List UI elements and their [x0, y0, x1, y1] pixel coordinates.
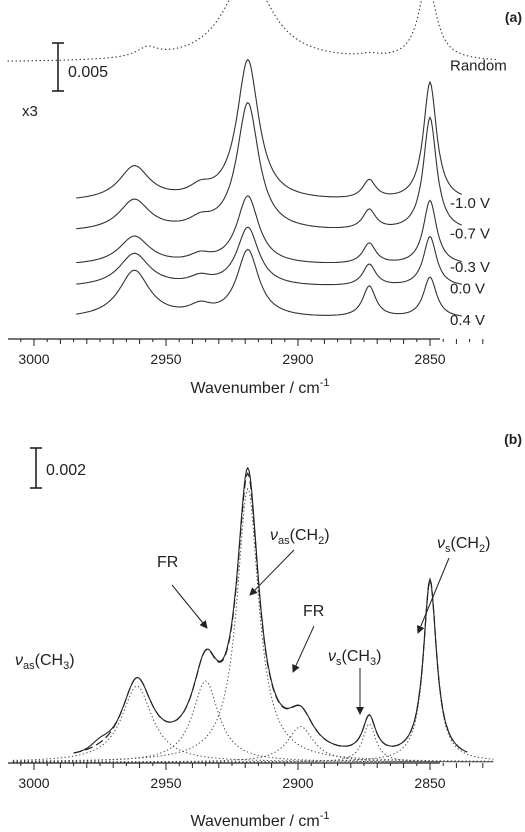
fitted-spectrum: [73, 472, 468, 754]
panel-a-label: (a): [505, 9, 522, 25]
series-random: [7, 0, 497, 62]
panel-b-label: (b): [504, 431, 522, 447]
x-tick-label: 2900: [282, 351, 313, 367]
series--1-0-v: [76, 58, 462, 199]
x-tick-label: 2850: [414, 775, 445, 791]
annotation-fr-left: FR: [157, 554, 208, 629]
annotation-vs-ch2: νs(CH2): [416, 535, 490, 634]
panel-b: (b) 3000 2950 2900 2850 0.002 νas(CH3) FR ν…: [8, 431, 522, 830]
svg-text:FR: FR: [157, 554, 178, 571]
panel-b-curves: [12, 466, 494, 763]
series--0-3-v: [76, 195, 462, 264]
component-peak: [12, 726, 494, 763]
panel-a-x-axis-title: Wavenumber / cm-1: [191, 377, 330, 397]
panel-a: (a) 3000 2950 2900 2850 0.005 x3 Random -1.0…: [7, 0, 522, 397]
x-tick-label: 3000: [18, 775, 49, 791]
panel-b-scale-bar-label: 0.002: [46, 462, 86, 479]
svg-text:FR: FR: [303, 603, 324, 620]
panel-a-series-labels: Random -1.0 V -0.7 V -0.3 V 0.0 V 0.4 V: [450, 58, 507, 330]
series-label: -1.0 V: [450, 195, 490, 212]
panel-a-x-axis: 3000 2950 2900 2850: [8, 338, 484, 367]
series-0-0-v: [76, 226, 462, 286]
panel-b-annotations: νas(CH3) FR νas(CH2) FR νs(CH3): [15, 527, 490, 715]
component-peak: [12, 680, 494, 763]
svg-text:νs(CH2): νs(CH2): [437, 535, 490, 555]
component-peak: [12, 685, 494, 763]
series-label: -0.3 V: [450, 259, 490, 276]
annotation-fr-right: FR: [292, 603, 324, 673]
series-label: 0.0 V: [450, 281, 485, 298]
series-label: Random: [450, 58, 507, 75]
panel-a-curves: [7, 0, 497, 317]
series-label: -0.7 V: [450, 226, 490, 243]
annotation-vas-ch3: νas(CH3): [15, 652, 75, 672]
annotation-vs-ch3: νs(CH3): [328, 648, 381, 715]
x-tick-label: 3000: [18, 351, 49, 367]
x-tick-label: 2900: [282, 775, 313, 791]
panel-a-scale-bar: 0.005: [52, 42, 108, 92]
svg-text:νas(CH3): νas(CH3): [15, 652, 75, 672]
panel-a-scale-bar-label: 0.005: [68, 64, 108, 81]
svg-text:νas(CH2): νas(CH2): [270, 527, 330, 547]
panel-b-x-axis: 3000 2950 2900 2850: [8, 762, 484, 791]
series--0-7-v: [76, 101, 462, 230]
x-tick-label: 2950: [150, 351, 181, 367]
x-tick-label: 2950: [150, 775, 181, 791]
svg-text:νs(CH3): νs(CH3): [328, 648, 381, 668]
series-label: 0.4 V: [450, 312, 485, 329]
panel-b-scale-bar: 0.002: [30, 447, 86, 489]
panel-a-x3-annotation: x3: [22, 103, 38, 120]
measured-spectrum: [73, 466, 468, 754]
annotation-vas-ch2: νas(CH2): [249, 527, 330, 596]
panel-b-x-axis-title: Wavenumber / cm-1: [191, 810, 330, 830]
x-tick-label: 2850: [414, 351, 445, 367]
series-0-4-v: [76, 248, 462, 317]
component-peak: [12, 723, 494, 763]
